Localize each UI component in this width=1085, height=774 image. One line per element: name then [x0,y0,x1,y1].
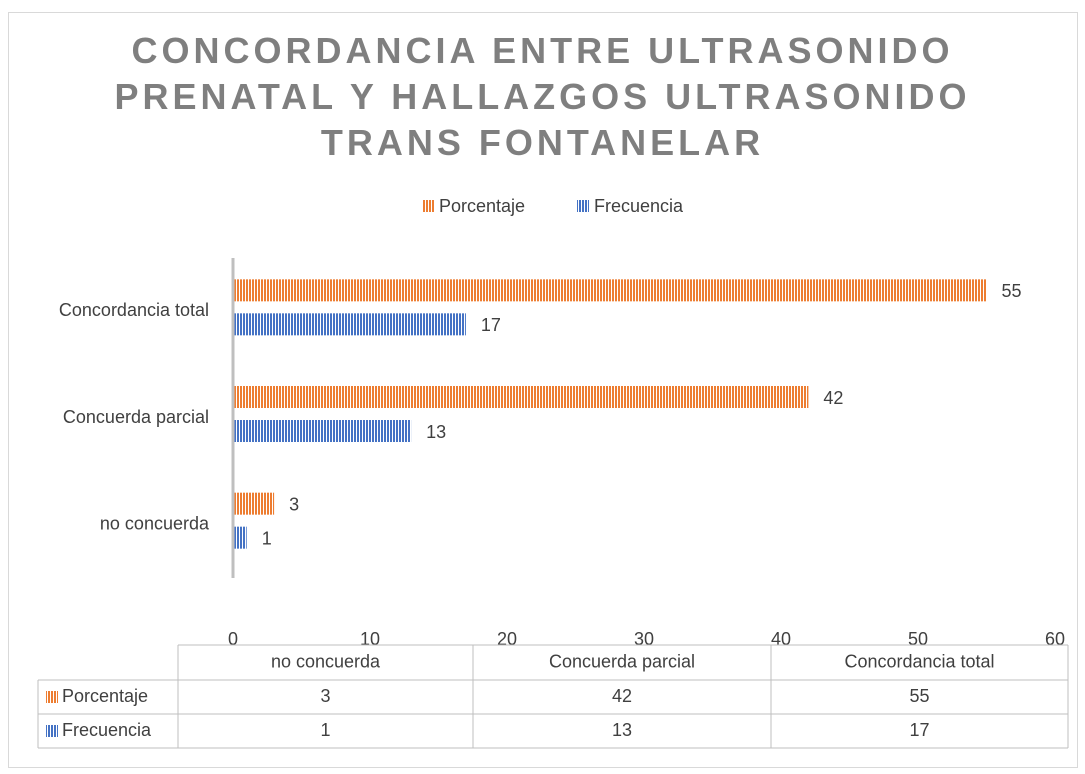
table-cell: 17 [909,720,929,740]
legend-label: Frecuencia [594,196,684,216]
table-legend-swatch [46,725,58,737]
x-tick-label: 50 [908,629,928,649]
legend-swatch [422,200,434,212]
table-cell: 55 [909,686,929,706]
table-legend-swatch [46,691,58,703]
data-label: 55 [1002,281,1022,301]
bar [233,420,412,442]
x-tick-label: 60 [1045,629,1065,649]
y-tick-label: Concuerda parcial [63,407,209,427]
x-tick-label: 0 [228,629,238,649]
table-header: no concuerda [271,651,381,671]
bar [233,526,247,549]
data-label: 17 [481,315,501,335]
y-tick-label: no concuerda [100,513,210,533]
x-tick-label: 40 [771,629,791,649]
chart-title: CONCORDANCIA ENTRE ULTRASONIDO PRENATAL … [114,30,971,163]
legend-swatch [577,200,589,212]
table-cell: 1 [320,720,330,740]
data-label: 13 [426,422,446,442]
table-cell: 42 [612,686,632,706]
table-cell: 13 [612,720,632,740]
chart-border [8,12,1078,768]
x-tick-label: 30 [634,629,654,649]
bar [233,386,809,408]
y-tick-label: Concordancia total [59,300,209,320]
table-cell: 3 [320,686,330,706]
data-label: 1 [262,528,272,548]
x-tick-label: 10 [360,629,380,649]
table-header: Concordancia total [844,651,994,671]
table-header: Concuerda parcial [549,651,695,671]
data-label: 42 [823,388,843,408]
x-tick-label: 20 [497,629,517,649]
bar [233,492,275,515]
table-row-label: Frecuencia [62,720,152,740]
bar [233,313,466,336]
data-label: 3 [289,494,299,514]
bar [233,279,987,302]
legend-label: Porcentaje [439,196,525,216]
table-row-label: Porcentaje [62,686,148,706]
